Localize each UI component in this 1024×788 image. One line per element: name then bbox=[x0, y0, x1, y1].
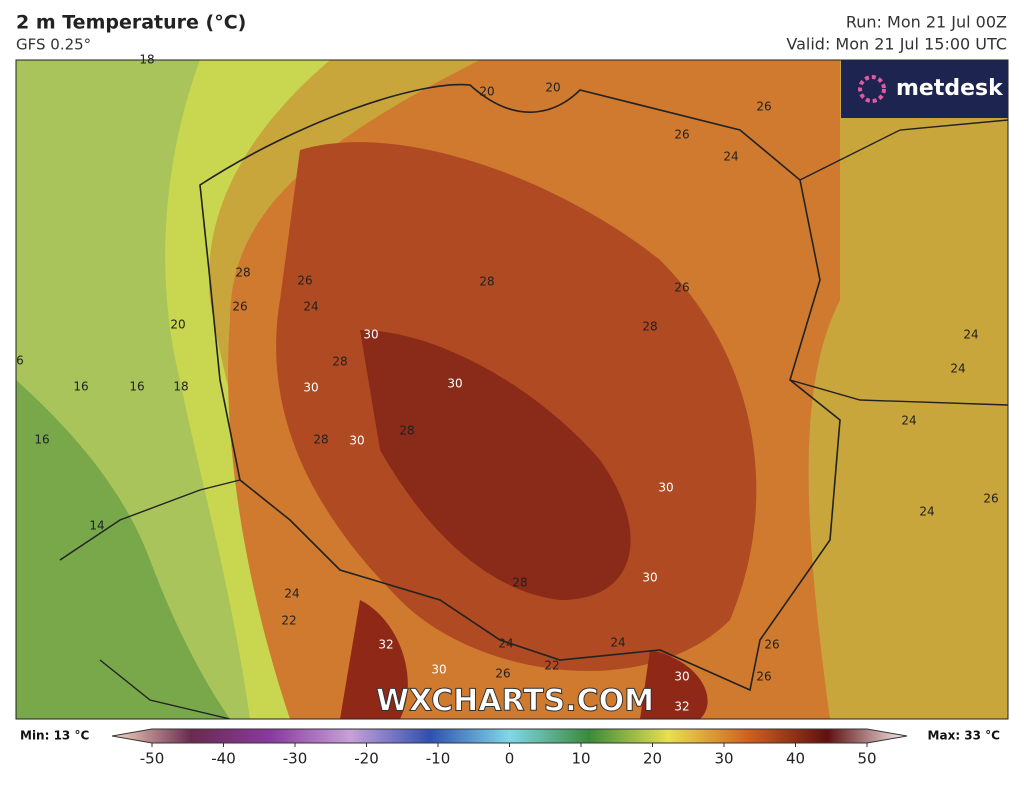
contour-label: 26 bbox=[756, 100, 771, 114]
logo-box bbox=[841, 60, 1008, 118]
contour-label: 30 bbox=[303, 381, 318, 395]
colorbar-tick-label: -20 bbox=[354, 750, 379, 768]
region-darkred-south bbox=[340, 600, 708, 719]
colorbar-tick-label: 10 bbox=[571, 750, 590, 768]
colorbar-tick-label: 30 bbox=[714, 750, 733, 768]
colorbar-tick-label: -50 bbox=[140, 750, 165, 768]
contour-label: 30 bbox=[431, 663, 446, 677]
contour-label: 30 bbox=[658, 481, 673, 495]
contour-label: 24 bbox=[950, 362, 965, 376]
logo-icon bbox=[858, 75, 886, 103]
contour-label: 16 bbox=[34, 433, 49, 447]
colorbar bbox=[111, 728, 908, 744]
contour-label: 20 bbox=[170, 318, 185, 332]
region-green bbox=[16, 380, 230, 719]
contour-label: 28 bbox=[332, 355, 347, 369]
contour-label: 26 bbox=[495, 667, 510, 681]
contour-label: 26 bbox=[756, 670, 771, 684]
contour-label: 14 bbox=[89, 519, 104, 533]
contour-label: 16 bbox=[73, 380, 88, 394]
contour-label: 18 bbox=[139, 53, 154, 67]
contour-label: 24 bbox=[610, 636, 625, 650]
contour-label: 32 bbox=[378, 638, 393, 652]
contour-label: 30 bbox=[447, 377, 462, 391]
contour-label: 26 bbox=[297, 274, 312, 288]
contour-label: 20 bbox=[479, 85, 494, 99]
contour-label: 28 bbox=[399, 424, 414, 438]
contour-label: 26 bbox=[764, 638, 779, 652]
colorbar-tick-label: 50 bbox=[857, 750, 876, 768]
contour-label: 24 bbox=[901, 414, 916, 428]
contour-label: 30 bbox=[363, 328, 378, 342]
contour-label: 28 bbox=[313, 433, 328, 447]
contour-label: 6 bbox=[16, 354, 24, 368]
colorbar-tick-label: -30 bbox=[283, 750, 308, 768]
contour-label: 22 bbox=[544, 659, 559, 673]
subtitle: GFS 0.25° bbox=[16, 36, 91, 54]
contour-label: 26 bbox=[983, 492, 998, 506]
contour-label: 24 bbox=[284, 587, 299, 601]
contour-label: 24 bbox=[303, 300, 318, 314]
contour-label: 26 bbox=[232, 300, 247, 314]
contour-label: 28 bbox=[512, 576, 527, 590]
contour-label: 22 bbox=[281, 614, 296, 628]
max-label: Max: 33 °C bbox=[928, 729, 1001, 743]
watermark: WXCHARTS.COM bbox=[376, 684, 654, 719]
contour-label: 30 bbox=[642, 571, 657, 585]
contour-label: 28 bbox=[479, 275, 494, 289]
contour-label: 30 bbox=[674, 670, 689, 684]
contour-label: 26 bbox=[674, 128, 689, 142]
colorbar-tick-label: 40 bbox=[786, 750, 805, 768]
contour-label: 24 bbox=[919, 505, 934, 519]
contour-label: 24 bbox=[498, 637, 513, 651]
region-darkred bbox=[360, 330, 631, 600]
borders-other bbox=[59, 119, 1008, 719]
border-poland bbox=[199, 83, 841, 692]
contour-label: 28 bbox=[235, 266, 250, 280]
colorbar-tick-label: 20 bbox=[643, 750, 662, 768]
contour-label: 28 bbox=[642, 320, 657, 334]
map-frame bbox=[15, 59, 1009, 720]
run-time: Run: Mon 21 Jul 00Z bbox=[846, 13, 1007, 32]
contour-label: 20 bbox=[545, 81, 560, 95]
contour-label: 26 bbox=[674, 281, 689, 295]
map: WXCHARTS.COM bbox=[16, 60, 1008, 719]
contour-label: 24 bbox=[723, 150, 738, 164]
min-label: Min: 13 °C bbox=[20, 729, 89, 743]
logo-text: metdesk bbox=[896, 76, 1004, 101]
colorbar-tick-label: -10 bbox=[426, 750, 451, 768]
colorbar-tick-label: 0 bbox=[505, 750, 515, 768]
contour-label: 30 bbox=[349, 434, 364, 448]
contour-label: 32 bbox=[674, 700, 689, 714]
contour-label: 24 bbox=[963, 328, 978, 342]
valid-time: Valid: Mon 21 Jul 15:00 UTC bbox=[786, 35, 1007, 54]
colorbar-tick-label: -40 bbox=[211, 750, 236, 768]
contour-label: 16 bbox=[129, 380, 144, 394]
title: 2 m Temperature (°C) bbox=[16, 12, 246, 34]
contour-label: 18 bbox=[173, 380, 188, 394]
